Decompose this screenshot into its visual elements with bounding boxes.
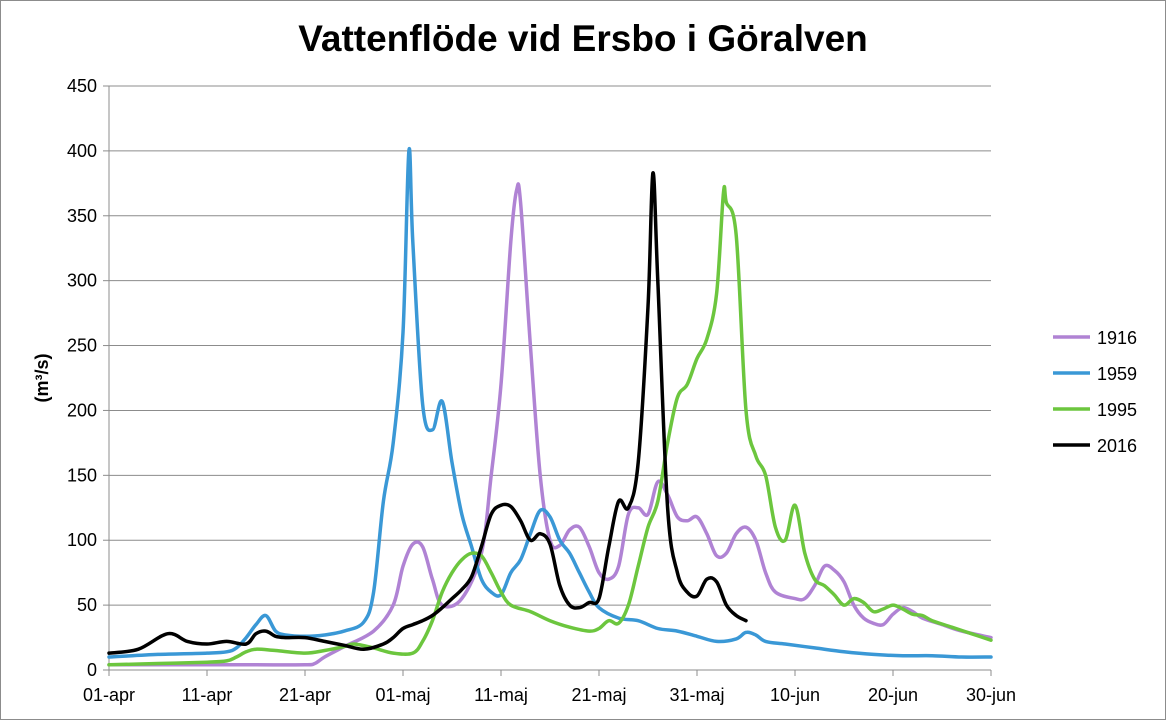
legend-label-1916: 1916 (1097, 328, 1137, 348)
y-tick-label: 150 (67, 465, 97, 485)
y-tick-label: 300 (67, 271, 97, 291)
legend-label-1959: 1959 (1097, 364, 1137, 384)
x-tick-label: 01-apr (83, 685, 135, 705)
grid-lines (108, 85, 991, 671)
series-line-1916 (107, 182, 993, 667)
y-tick-label: 350 (67, 206, 97, 226)
x-tick-label: 11-maj (474, 685, 528, 705)
y-tick-label: 50 (77, 595, 97, 615)
legend: 1916 1959 1995 2016 (1053, 328, 1137, 456)
y-axis-ticks: 0 50 100 150 200 250 300 350 400 450 (67, 76, 109, 680)
x-tick-label: 10-jun (770, 685, 820, 705)
x-axis-ticks: 01-apr 11-apr 21-apr 01-maj 11-maj 21-maj 31-m… (83, 670, 1016, 705)
y-tick-label: 0 (87, 660, 97, 680)
chart-title: Vattenflöde vid Ersbo i Göralven (298, 18, 868, 59)
y-tick-label: 400 (67, 141, 97, 161)
x-tick-label: 30-jun (966, 685, 1016, 705)
x-tick-label: 01-maj (375, 685, 430, 705)
x-tick-label: 20-jun (868, 685, 918, 705)
x-tick-label: 11-apr (182, 685, 233, 705)
series-line-1959 (107, 146, 993, 659)
legend-label-2016: 2016 (1097, 436, 1137, 456)
x-tick-label: 21-maj (571, 685, 626, 705)
series-line-1995 (107, 184, 993, 667)
series-line-2016 (107, 171, 748, 655)
y-axis-label: (m³/s) (32, 353, 52, 402)
y-tick-label: 100 (67, 530, 97, 550)
y-tick-label: 250 (67, 336, 97, 356)
x-tick-label: 21-apr (279, 685, 331, 705)
y-tick-label: 450 (67, 76, 97, 96)
x-tick-label: 31-maj (669, 685, 724, 705)
y-tick-label: 200 (67, 400, 97, 420)
series-lines (107, 146, 993, 667)
legend-label-1995: 1995 (1097, 400, 1137, 420)
